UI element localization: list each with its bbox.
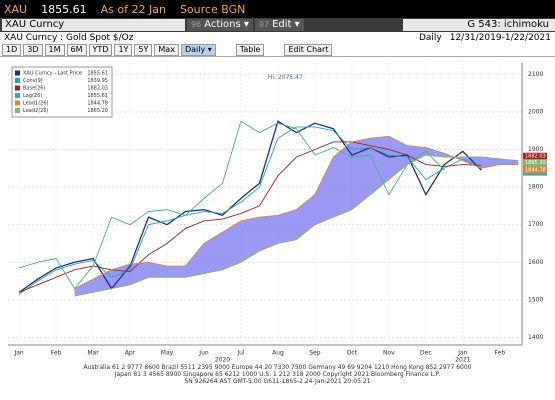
- y-tick-label: 2100: [528, 71, 543, 78]
- footer: Australia 61 2 9777 8600 Brazil 5511 239…: [0, 362, 555, 400]
- date-range: 12/31/2019-1/22/2021: [449, 33, 551, 43]
- price-tag-label: 1855.61: [525, 164, 546, 170]
- range-button[interactable]: Max: [154, 44, 179, 56]
- y-tick-label: 1600: [528, 259, 543, 266]
- x-tick-label: Dec: [420, 350, 432, 357]
- edit-menu[interactable]: 97 Edit ▾: [254, 19, 304, 31]
- subheader: XAU Curncy : Gold Spot $/Oz Daily 12/31/2…: [0, 32, 555, 44]
- x-tick-label: Nov: [383, 350, 395, 357]
- x-tick-label: Feb: [51, 350, 62, 357]
- range-button[interactable]: 1M: [44, 44, 65, 56]
- y-tick-label: 2000: [528, 108, 543, 115]
- legend-swatch: [15, 108, 20, 113]
- price-tag-label: 1865.20: [525, 160, 546, 166]
- x-tick-label: Jan: [13, 350, 23, 357]
- y-tick-label: 1900: [528, 146, 543, 153]
- range-button[interactable]: 6M: [66, 44, 87, 56]
- range-button[interactable]: YTD: [88, 44, 113, 56]
- range-button[interactable]: 3D: [23, 44, 43, 56]
- footer-line: SN 926264 AST GMT-5:00 G631-1865-2 24-Ja…: [184, 378, 371, 385]
- y-tick-label: 1500: [528, 296, 543, 303]
- price-tag: [523, 159, 547, 167]
- legend-box: [11, 66, 113, 118]
- year-label: 2020: [215, 357, 230, 363]
- footer-line: Australia 61 2 9777 8600 Brazil 5511 239…: [83, 364, 472, 371]
- series-line: [18, 141, 482, 293]
- ticker: XAU: [4, 2, 28, 16]
- edit-chart-button[interactable]: Edit Chart: [284, 44, 333, 56]
- legend-label: Lead1(26): [23, 101, 49, 107]
- x-tick-label: Jun: [198, 350, 209, 357]
- cloud: [74, 136, 519, 297]
- security-field[interactable]: XAU Curncy: [2, 19, 185, 31]
- legend-label: Lag(26): [23, 93, 42, 99]
- toolbar: XAU Curncy 96 Actions ▾ 97 Edit ▾ G 543: i…: [0, 18, 555, 32]
- period-info: Daily 12/31/2019-1/22/2021: [411, 33, 551, 43]
- menu-number: 97: [258, 20, 270, 29]
- range-buttons: 1D 3D 1M 6M YTD 1Y 5Y Max Daily ▾ Table Edit Ch…: [0, 44, 555, 57]
- annotation: Hi: 2075.47: [268, 74, 303, 81]
- legend-label: Base(26): [23, 86, 45, 92]
- legend-value: 1865.20: [87, 108, 108, 114]
- x-tick-label: Mar: [87, 350, 99, 357]
- price-tag-label: 1882.03: [525, 154, 546, 160]
- series-line: [74, 135, 519, 290]
- legend-swatch: [15, 70, 20, 76]
- x-tick-label: Oct: [347, 350, 358, 357]
- range-button[interactable]: 1Y: [114, 44, 133, 56]
- series-line: [74, 154, 519, 297]
- range-group: 1D 3D 1M 6M YTD 1Y 5Y Max: [2, 44, 181, 56]
- range-button[interactable]: 1D: [2, 44, 22, 56]
- price-tag: [523, 166, 547, 174]
- legend-swatch: [15, 93, 20, 98]
- x-tick-label: Jan: [457, 350, 467, 357]
- footer-line: Japan 81 3 4565 8900 Singapore 65 6212 1…: [114, 371, 441, 378]
- legend-swatch: [15, 100, 20, 106]
- price-tag: [523, 152, 547, 160]
- price: 1855.61: [41, 2, 87, 16]
- range-button[interactable]: 5Y: [134, 44, 153, 56]
- graph-name: G 543: ichimoku: [403, 19, 555, 31]
- header-bar: XAU 1855.61 As of 22 Jan Source BGN: [0, 0, 555, 18]
- menu-label: Edit ▾: [272, 19, 300, 30]
- legend-label: Lead2(26): [23, 108, 49, 114]
- chart: 1400 1500 1600 1700 1800 1900 2000 2100 Jan Feb Ma…: [0, 57, 555, 362]
- legend-value: 1855.61: [87, 93, 108, 99]
- legend-value: 1844.78: [87, 101, 108, 107]
- source: Source BGN: [179, 2, 246, 16]
- legend-value: 1839.95: [87, 78, 108, 84]
- year-label: 2021: [455, 357, 470, 363]
- series-line: [18, 126, 482, 295]
- legend-value: 1882.03: [87, 86, 108, 92]
- x-tick-label: May: [161, 350, 174, 357]
- legend-label: Conv(9): [23, 78, 43, 84]
- x-tick-label: Aug: [272, 350, 284, 357]
- legend-value: 1855.61: [87, 71, 108, 77]
- x-tick-label: Sep: [309, 350, 321, 357]
- description: XAU Curncy : Gold Spot $/Oz: [4, 33, 134, 43]
- legend-swatch: [15, 85, 20, 91]
- menu-number: 96: [191, 20, 202, 29]
- x-tick-label: Feb: [495, 350, 506, 357]
- menu-label: Actions ▾: [204, 19, 249, 30]
- period: Daily: [418, 33, 442, 43]
- as-of: As of 22 Jan: [100, 2, 166, 16]
- x-tick-label: Jul: [236, 350, 245, 357]
- price-tag: [523, 162, 547, 170]
- price-tag-label: 1844.78: [525, 168, 546, 174]
- legend-label: XAU Curncy - Last Price: [23, 71, 82, 77]
- y-tick-label: 1700: [528, 221, 543, 228]
- series-line: [18, 120, 445, 290]
- legend-swatch: [15, 78, 20, 83]
- actions-menu[interactable]: 96 Actions ▾: [187, 19, 253, 31]
- y-tick-label: 1800: [528, 184, 543, 191]
- table-button[interactable]: Table: [235, 44, 265, 56]
- y-tick-label: 1400: [528, 334, 543, 341]
- frequency-dropdown[interactable]: Daily ▾: [180, 44, 216, 56]
- x-tick-label: Apr: [125, 350, 136, 357]
